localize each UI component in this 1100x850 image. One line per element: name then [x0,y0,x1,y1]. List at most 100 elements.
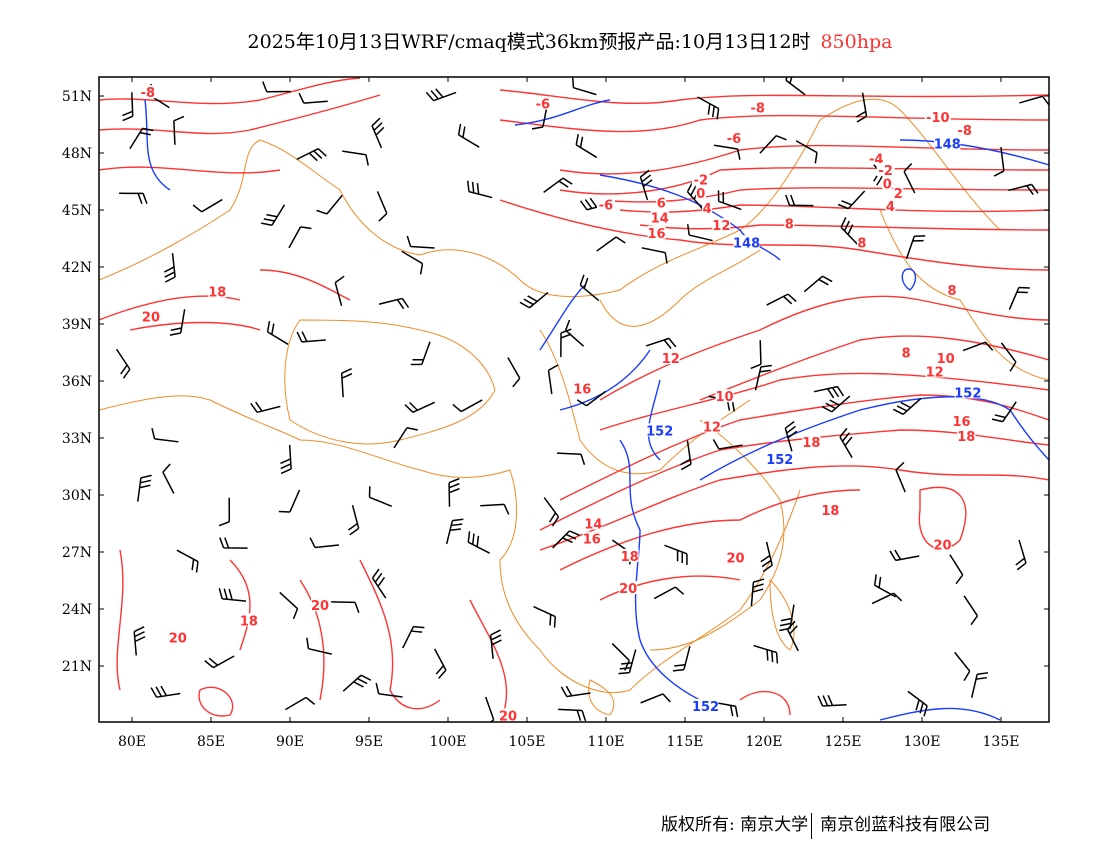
contour-label-bg [695,185,706,199]
wind-barb [641,247,668,264]
map-title: 2025年10月13日WRF/cmaq模式36km预报产品:10月13日12时 8… [0,27,1100,54]
contour-label: 152 [692,700,719,715]
contour-label-bg [168,630,187,644]
lon-label: 90E [276,734,304,750]
contour-label-bg [584,516,603,530]
wind-barb [543,177,573,194]
wind-barb [457,123,480,148]
contour-label: 8 [857,236,866,251]
wind-barb [903,163,916,194]
wind-barb [579,274,600,302]
wind-barb [760,541,773,573]
contour-label-bg [952,413,971,427]
wind-barb [557,452,586,465]
contour-label-bg [925,364,944,378]
contour-label-bg [933,537,952,551]
contour-label: 152 [954,386,981,401]
footer: 版权所有: 南京大学 南京创蓝科技有限公司 [661,810,990,839]
wind-barb [425,88,457,102]
wind-barb [855,92,868,123]
contour-label: -6 [536,98,550,113]
wind-barb [129,127,154,150]
lon-label: 110E [588,734,625,750]
wind-barb [653,586,685,600]
wind-barb [873,574,897,598]
contour-label: -8 [141,86,155,101]
contour-label: 152 [766,453,793,468]
contour-label: 152 [646,424,673,439]
wind-barb [169,309,186,336]
wind-barb [795,140,818,164]
map-content: -8-6 -8-10-8148-6-4-2024-2046-61416121488… [99,77,1049,722]
contour-label: 18 [621,550,639,565]
contour-label: 8 [902,347,911,362]
wind-barb [218,587,247,602]
wind-barb [204,655,235,669]
contour-label: 16 [583,533,601,548]
wind-barb [552,530,580,549]
wind-barb [1008,183,1039,196]
wind-barbs [115,77,1049,722]
contour-label-bg [619,581,638,595]
wind-barb [150,685,181,698]
contour-label-bg [726,550,745,564]
longitude-axis: 80E 85E 90E 95E 100E 105E 110E 115E 120E 125E 130E… [118,77,1020,750]
wind-barb [963,595,979,626]
wind-barb [547,364,559,395]
lat-label: 24N [62,602,92,618]
contour-label-bg [141,309,160,323]
wind-barb [219,537,248,549]
contour-label-bg [882,176,893,190]
copyright-text: 版权所有: 南京大学 [661,815,809,835]
lat-label: 39N [62,317,92,333]
lat-label: 42N [62,260,92,276]
lat-label: 21N [62,659,92,675]
wind-barb [1015,539,1027,571]
footer-divider [811,812,813,839]
wind-barb [753,644,779,664]
wind-barb [750,578,765,607]
wind-barb [410,341,431,366]
wind-barb [375,682,403,698]
wind-barb [779,604,795,632]
wind-barb [452,399,483,413]
wind-barb [162,463,175,494]
wind-barb [163,253,176,283]
wind-barb [266,320,289,345]
contour-label: 8 [947,284,956,299]
wind-barb [786,620,799,652]
contour-labels: -8-6 -8-10-8148-6-4-2024-2046-61416121488… [138,85,981,722]
contour-label-bg [712,218,731,232]
wind-barb [402,625,425,649]
lon-label: 135E [983,734,1020,750]
wind-barb [686,181,704,211]
lat-label: 30N [62,488,92,504]
wind-barb [306,637,332,655]
contour-label-bg [784,216,795,230]
wind-barb [962,341,994,352]
contour-label-bg [876,163,895,177]
wind-barb [712,439,743,450]
wind-barb [331,601,360,613]
wind-barb [837,190,866,210]
contour-label: 18 [240,614,258,629]
wind-barb [467,531,490,554]
contour-label: 4 [886,200,895,215]
wind-barb [596,236,626,252]
lat-label: 36N [62,374,92,390]
wind-barb [484,696,495,722]
contour-label-bg [573,381,592,395]
wind-barb [821,395,851,413]
wind-barb [406,235,435,249]
wind-barb [119,192,148,204]
contour-label-bg [311,598,330,612]
contour-label-bg [856,235,867,249]
wind-barb [645,337,677,349]
wind-barb [404,401,435,414]
contour-label: 10 [715,390,733,405]
wind-barb [433,648,447,679]
wind-barb [1008,286,1030,310]
contour-label: 20 [142,310,160,325]
wind-barb [371,568,387,599]
contour-label: -8 [750,101,764,116]
